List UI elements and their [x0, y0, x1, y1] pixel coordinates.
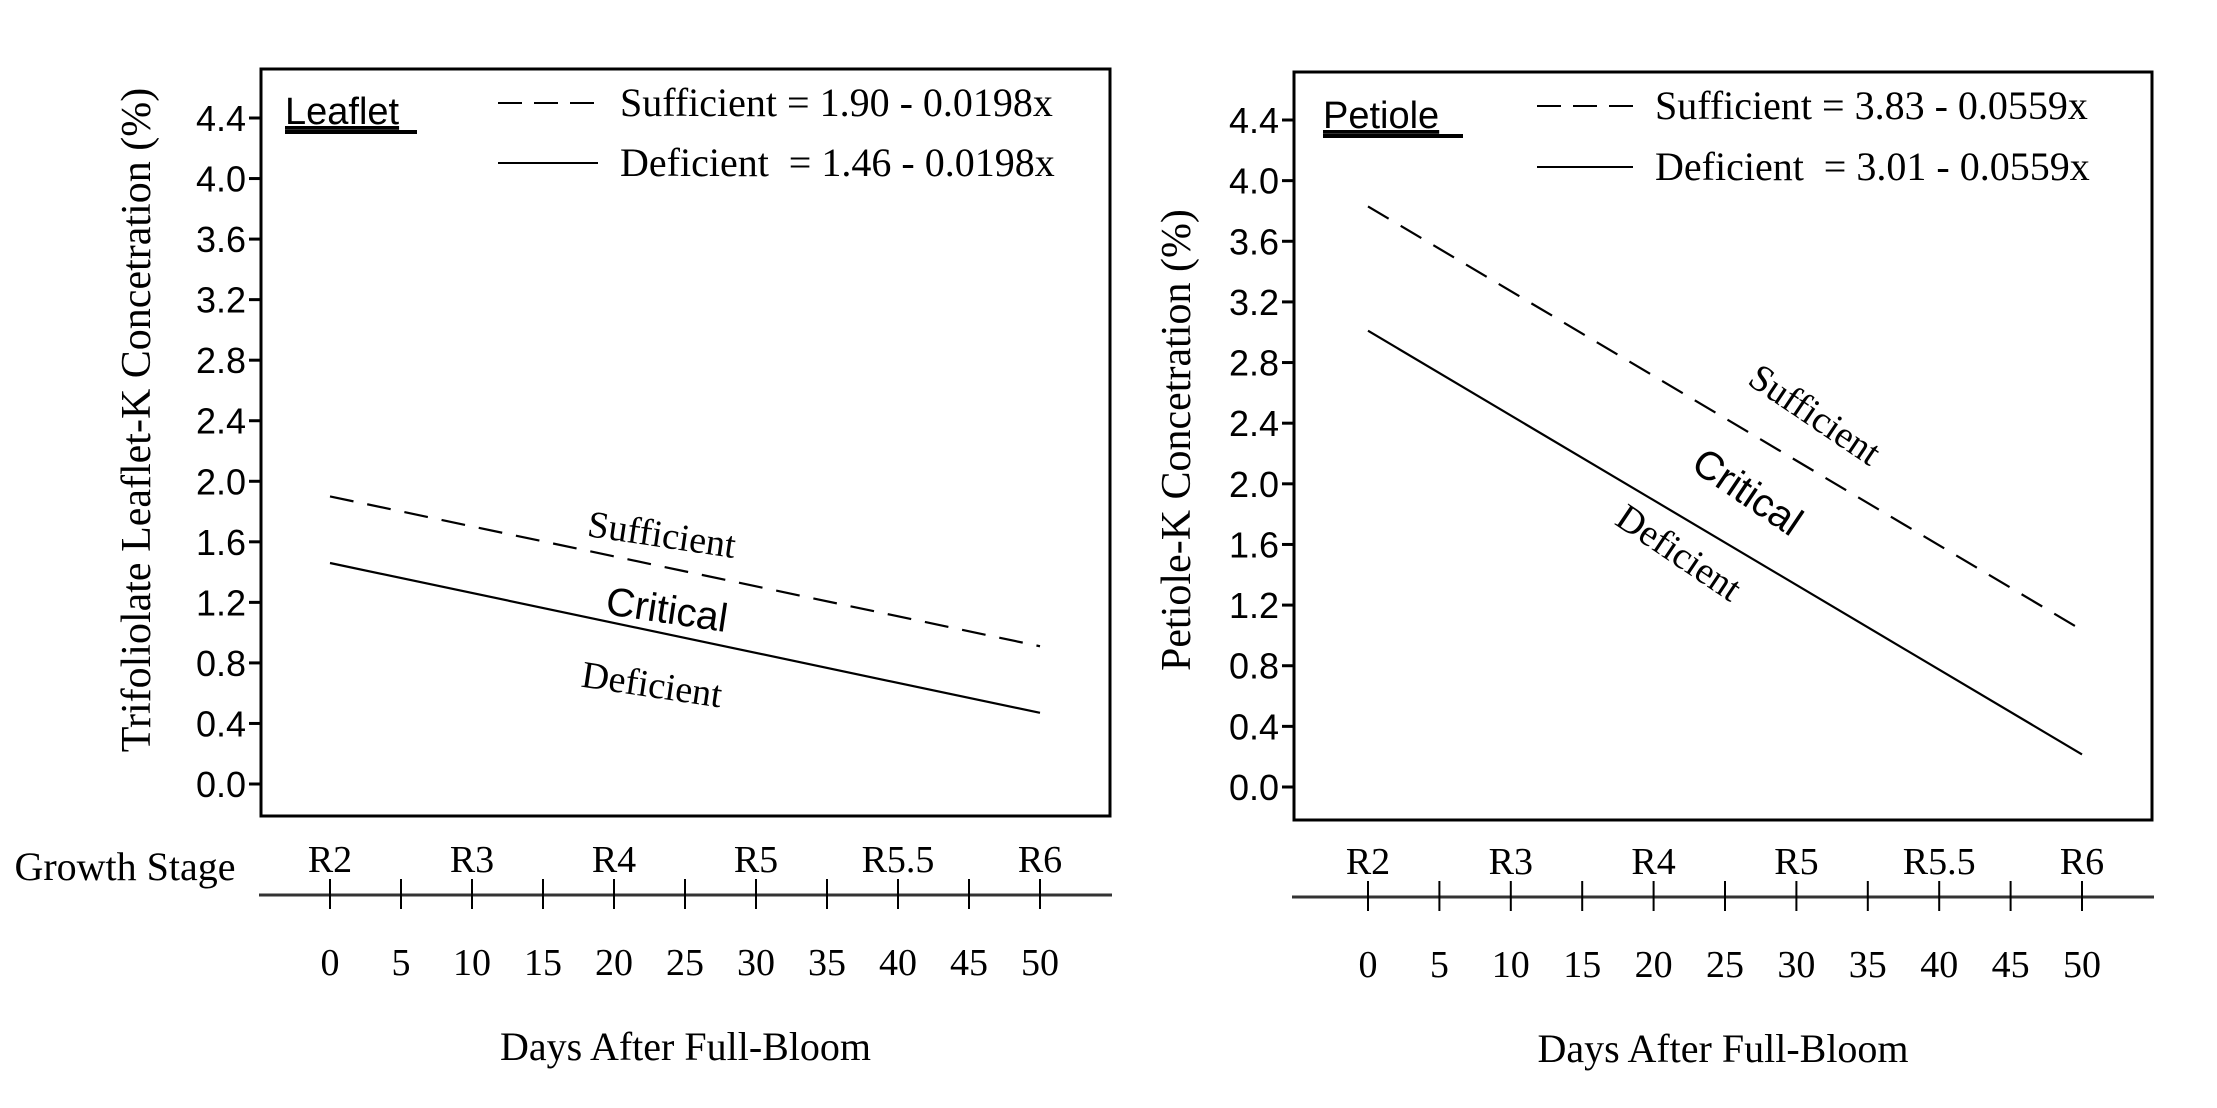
- x-tick-label: 25: [666, 942, 704, 984]
- y-tick-label: 3.2: [196, 280, 246, 321]
- growth-stage-label: R6: [2060, 841, 2104, 883]
- x-tick-label: 50: [1021, 942, 1059, 984]
- x-tick-label: 35: [808, 942, 846, 984]
- y-tick-label: 1.6: [1229, 524, 1279, 565]
- region-label-deficient: Deficient: [1608, 496, 1749, 610]
- y-tick-label: 2.0: [196, 461, 246, 502]
- legend-entry-deficient: Deficient = 3.01 - 0.0559x: [1655, 144, 2090, 189]
- y-tick-label: 4.4: [196, 98, 246, 139]
- y-axis-label: Trifoliolate Leaflet-K Concetration (%): [114, 88, 160, 752]
- growth-stage-label: R2: [1346, 841, 1390, 883]
- x-tick-label: 20: [1635, 944, 1673, 986]
- region-label-sufficient: Sufficient: [585, 503, 739, 567]
- plot-frame: [1292, 70, 2154, 822]
- growth-stage-label: R3: [450, 839, 494, 881]
- x-tick-label: 5: [392, 942, 411, 984]
- y-axis-label: Petiole-K Concetration (%): [1154, 209, 1200, 671]
- legend-entry-sufficient: Sufficient = 3.83 - 0.0559x: [1655, 83, 2088, 128]
- y-tick-label: 2.8: [196, 340, 246, 381]
- growth-stage-label: R2: [308, 839, 352, 881]
- x-tick-label: 10: [453, 942, 491, 984]
- region-label-critical: Critical: [603, 579, 730, 641]
- plot-frame: [259, 67, 1112, 818]
- growth-stage-label: R4: [1631, 841, 1675, 883]
- series-line-sufficient: [1367, 205, 2083, 632]
- y-tick-label: 2.4: [1229, 403, 1279, 444]
- growth-stage-label: R5.5: [1903, 841, 1976, 883]
- x-tick-label: 50: [2063, 944, 2101, 986]
- series-line-deficient: [329, 561, 1041, 714]
- growth-stage-label: R6: [1018, 839, 1062, 881]
- y-tick-label: 4.4: [1229, 100, 1279, 141]
- x-tick-label: 45: [1992, 944, 2030, 986]
- y-tick-label: 0.8: [1229, 646, 1279, 687]
- y-tick-label: 4.0: [1229, 161, 1279, 202]
- x-tick-label: 5: [1430, 944, 1449, 986]
- growth-stage-title: Growth Stage: [14, 844, 235, 889]
- panel-title: Petiole: [1323, 95, 1439, 137]
- x-tick-label: 45: [950, 942, 988, 984]
- series-line-deficient: [1367, 329, 2083, 756]
- leaflet-panel: 0.0 0.4 0.8 1.2 1.6 2.0 2.4 2.8 3.2 3.6 4.0 4.4 Trif…: [14, 67, 1112, 1069]
- y-tick-label: 1.2: [1229, 585, 1279, 626]
- growth-stage-label: R5: [1774, 841, 1818, 883]
- x-tick-label: 35: [1849, 944, 1887, 986]
- growth-stage-label: R4: [592, 839, 636, 881]
- x-tick-label: 0: [1359, 944, 1378, 986]
- x-tick-label: 15: [524, 942, 562, 984]
- y-tick-label: 0.0: [196, 764, 246, 805]
- x-axis-label: Days After Full-Bloom: [1537, 1026, 1908, 1071]
- x-tick-label: 30: [737, 942, 775, 984]
- y-tick-label: 0.8: [196, 643, 246, 684]
- x-tick-label: 0: [321, 942, 340, 984]
- x-tick-label: 25: [1706, 944, 1744, 986]
- growth-stage-label: R5.5: [862, 839, 935, 881]
- x-tick-label: 40: [879, 942, 917, 984]
- region-label-deficient: Deficient: [579, 654, 725, 716]
- legend-entry-deficient: Deficient = 1.46 - 0.0198x: [620, 140, 1055, 185]
- y-tick-label: 0.0: [1229, 767, 1279, 808]
- x-tick-label: 20: [595, 942, 633, 984]
- y-tick-label: 0.4: [196, 703, 246, 744]
- growth-stage-label: R3: [1489, 841, 1533, 883]
- y-tick-label: 3.2: [1229, 282, 1279, 323]
- series-line-sufficient: [329, 495, 1041, 648]
- y-tick-label: 0.4: [1229, 706, 1279, 747]
- y-tick-label: 3.6: [1229, 221, 1279, 262]
- y-tick-label: 4.0: [196, 159, 246, 200]
- y-tick-label: 1.6: [196, 522, 246, 563]
- x-tick-label: 40: [1920, 944, 1958, 986]
- y-tick-label: 2.8: [1229, 343, 1279, 384]
- panel-title: Leaflet: [285, 91, 400, 133]
- y-tick-label: 1.2: [196, 582, 246, 623]
- x-axis-label: Days After Full-Bloom: [500, 1024, 871, 1069]
- growth-stage-label: R5: [734, 839, 778, 881]
- y-tick-label: 2.0: [1229, 464, 1279, 505]
- x-tick-label: 30: [1777, 944, 1815, 986]
- y-tick-label: 2.4: [196, 401, 246, 442]
- x-tick-label: 15: [1563, 944, 1601, 986]
- legend-entry-sufficient: Sufficient = 1.90 - 0.0198x: [620, 80, 1053, 125]
- x-tick-label: 10: [1492, 944, 1530, 986]
- y-tick-label: 3.6: [196, 219, 246, 260]
- region-label-sufficient: Sufficient: [1741, 356, 1889, 474]
- petiole-panel: 0.0 0.4 0.8 1.2 1.6 2.0 2.4 2.8 3.2 3.6 4.0 4.4 Peti…: [1154, 70, 2154, 1071]
